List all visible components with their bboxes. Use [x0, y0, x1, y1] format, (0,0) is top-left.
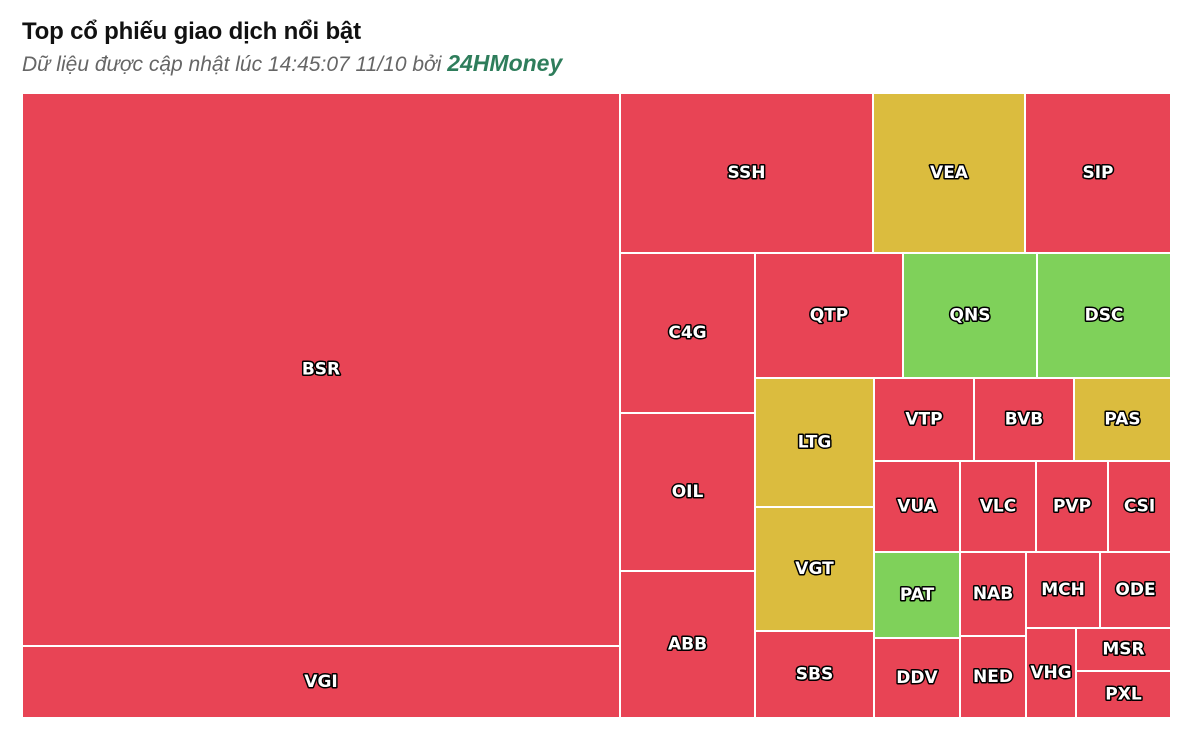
tile-label: MSR: [1102, 640, 1144, 660]
treemap-tile-nab[interactable]: NAB: [959, 551, 1027, 637]
treemap-tile-vgi[interactable]: VGI: [22, 645, 621, 719]
tile-label: SSH: [728, 163, 766, 183]
tile-label: CSI: [1124, 497, 1155, 517]
tile-rect[interactable]: [22, 93, 621, 647]
treemap-tile-ned[interactable]: NED: [959, 635, 1027, 719]
treemap-tile-sbs[interactable]: SBS: [754, 630, 875, 719]
tile-label: PAS: [1104, 410, 1140, 430]
treemap-tile-pat[interactable]: PAT: [873, 551, 961, 639]
chart-subtitle: Dữ liệu được cập nhật lúc 14:45:07 11/10…: [22, 50, 562, 77]
tile-rect[interactable]: [1073, 377, 1172, 462]
tile-label: VTP: [905, 410, 942, 430]
tile-rect[interactable]: [1075, 670, 1172, 719]
tile-rect[interactable]: [959, 635, 1027, 719]
tile-label: QTP: [810, 306, 849, 326]
tile-rect[interactable]: [754, 252, 904, 379]
update-info: Dữ liệu được cập nhật lúc 14:45:07 11/10…: [22, 53, 448, 76]
tile-label: DDV: [896, 668, 938, 688]
treemap-tile-ssh[interactable]: SSH: [619, 93, 874, 254]
treemap-tile-qtp[interactable]: QTP: [754, 252, 904, 379]
tile-label: VGI: [304, 672, 337, 692]
treemap-tile-msr[interactable]: MSR: [1075, 627, 1172, 672]
tile-rect[interactable]: [619, 252, 756, 414]
tile-label: VUA: [897, 497, 937, 517]
tile-label: SBS: [796, 665, 833, 685]
tile-label: VHG: [1030, 663, 1071, 683]
tile-rect[interactable]: [1036, 252, 1172, 379]
treemap-tile-ode[interactable]: ODE: [1099, 551, 1172, 629]
tile-rect[interactable]: [973, 377, 1075, 462]
treemap-tile-vlc[interactable]: VLC: [959, 460, 1037, 553]
tile-label: MCH: [1041, 580, 1085, 600]
treemap-tile-abb[interactable]: ABB: [619, 570, 756, 719]
tile-label: BSR: [302, 360, 340, 380]
tile-label: VGT: [795, 559, 834, 579]
treemap-tile-pvp[interactable]: PVP: [1035, 460, 1109, 553]
treemap-chart: BSR VGI SSH VEA SIP C4G OIL ABB QTP QNS DSC LTG VGT S…: [22, 93, 1172, 719]
tile-label: LTG: [798, 433, 832, 453]
tile-rect[interactable]: [754, 630, 875, 719]
treemap-tile-vea[interactable]: VEA: [872, 93, 1026, 254]
tile-rect[interactable]: [873, 551, 961, 639]
treemap-tile-qns[interactable]: QNS: [902, 252, 1038, 379]
treemap-tile-pxl[interactable]: PXL: [1075, 670, 1172, 719]
treemap-tile-c4g[interactable]: C4G: [619, 252, 756, 414]
treemap-tile-bsr[interactable]: BSR: [22, 93, 621, 647]
treemap-tile-vgt[interactable]: VGT: [754, 506, 875, 632]
brand-link[interactable]: 24HMoney: [447, 50, 563, 76]
tile-rect[interactable]: [873, 637, 961, 719]
tile-rect[interactable]: [1025, 551, 1101, 629]
tile-rect[interactable]: [754, 377, 875, 508]
tile-label: BVB: [1005, 410, 1043, 430]
tile-rect[interactable]: [754, 506, 875, 632]
tile-label: OIL: [672, 482, 704, 502]
tile-label: ODE: [1115, 580, 1155, 600]
treemap-tile-mch[interactable]: MCH: [1025, 551, 1101, 629]
tile-rect[interactable]: [959, 551, 1027, 637]
tile-rect[interactable]: [872, 93, 1026, 254]
tile-rect[interactable]: [873, 460, 961, 553]
tile-label: ABB: [668, 635, 707, 655]
treemap-tile-ddv[interactable]: DDV: [873, 637, 961, 719]
tile-rect[interactable]: [1024, 93, 1172, 254]
tile-label: PAT: [900, 585, 935, 605]
chart-title: Top cổ phiếu giao dịch nổi bật: [22, 18, 361, 45]
treemap-tile-csi[interactable]: CSI: [1107, 460, 1172, 553]
tile-rect[interactable]: [619, 412, 756, 572]
tile-label: VLC: [980, 497, 1016, 517]
tile-rect[interactable]: [22, 645, 621, 719]
tile-rect[interactable]: [959, 460, 1037, 553]
treemap-tile-pas[interactable]: PAS: [1073, 377, 1172, 462]
tile-label: PVP: [1053, 497, 1091, 517]
treemap-tile-sip[interactable]: SIP: [1024, 93, 1172, 254]
treemap-tile-vua[interactable]: VUA: [873, 460, 961, 553]
tile-rect[interactable]: [902, 252, 1038, 379]
treemap-tile-dsc[interactable]: DSC: [1036, 252, 1172, 379]
tile-label: NED: [973, 667, 1013, 687]
tile-label: VEA: [930, 163, 969, 183]
tile-rect[interactable]: [619, 570, 756, 719]
tile-label: PXL: [1105, 685, 1142, 705]
tile-label: SIP: [1082, 163, 1113, 183]
treemap-tile-vhg[interactable]: VHG: [1025, 627, 1077, 719]
tile-label: NAB: [973, 584, 1013, 604]
tile-label: C4G: [668, 323, 706, 343]
tile-rect[interactable]: [1035, 460, 1109, 553]
tile-label: DSC: [1085, 306, 1124, 326]
treemap-tile-oil[interactable]: OIL: [619, 412, 756, 572]
treemap-tile-bvb[interactable]: BVB: [973, 377, 1075, 462]
tile-rect[interactable]: [1099, 551, 1172, 629]
treemap-tile-ltg[interactable]: LTG: [754, 377, 875, 508]
tile-label: QNS: [950, 306, 991, 326]
tile-rect[interactable]: [873, 377, 975, 462]
treemap-tile-vtp[interactable]: VTP: [873, 377, 975, 462]
